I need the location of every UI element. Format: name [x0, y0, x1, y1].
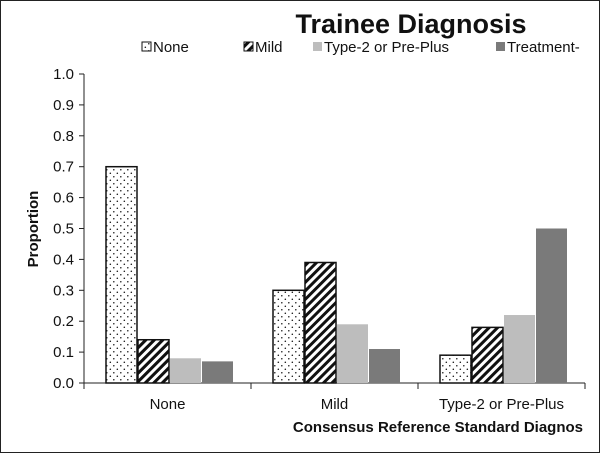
- y-tick-label: 0.5: [53, 221, 74, 238]
- legend-label: None: [153, 39, 189, 56]
- y-tick-label: 0.8: [53, 128, 74, 145]
- x-tick-label: None: [150, 396, 186, 413]
- legend-swatch: [243, 41, 254, 52]
- y-tick-label: 0.2: [53, 313, 74, 330]
- y-tick-label: 0.9: [53, 97, 74, 114]
- legend-label: Type-2 or Pre-Plus: [324, 39, 449, 56]
- y-tick-label: 0.0: [53, 375, 74, 392]
- bar-mild-mild: [304, 261, 337, 384]
- y-tick-label: 0.3: [53, 282, 74, 299]
- x-axis-label: Consensus Reference Standard Diagnos: [293, 419, 583, 436]
- bars: [105, 165, 567, 384]
- bar-none-none: [105, 165, 138, 384]
- bar-none-type-2-or-pre-plus: [439, 354, 472, 384]
- y-axis-label: Proportion: [25, 191, 42, 268]
- legend-swatch: [496, 42, 505, 51]
- y-tick-label: 0.4: [53, 251, 74, 268]
- legend-label: Mild: [255, 39, 283, 56]
- legend-swatch: [313, 42, 322, 51]
- bar-none-mild: [272, 289, 305, 384]
- bar-treatment--mild: [369, 349, 400, 383]
- bar-type-2-or-pre-plus-none: [170, 358, 201, 383]
- legend-swatch: [141, 41, 152, 52]
- y-tick-label: 0.1: [53, 344, 74, 361]
- x-tick-label: Type-2 or Pre-Plus: [439, 396, 564, 413]
- bar-mild-none: [137, 338, 170, 384]
- x-tick-label: Mild: [321, 396, 349, 413]
- bar-treatment--type-2-or-pre-plus: [536, 228, 567, 383]
- legend: None Mild Type-2 or Pre-Plus Treatment-: [141, 39, 580, 56]
- bar-type-2-or-pre-plus-type-2-or-pre-plus: [504, 315, 535, 383]
- y-tick-label: 0.7: [53, 159, 74, 176]
- bar-mild-type-2-or-pre-plus: [471, 326, 504, 384]
- chart-title: Trainee Diagnosis: [295, 9, 526, 39]
- y-tick-label: 0.6: [53, 190, 74, 207]
- y-tick-label: 1.0: [53, 66, 74, 83]
- bar-type-2-or-pre-plus-mild: [337, 324, 368, 383]
- bar-treatment--none: [202, 361, 233, 383]
- legend-label: Treatment-: [507, 39, 580, 56]
